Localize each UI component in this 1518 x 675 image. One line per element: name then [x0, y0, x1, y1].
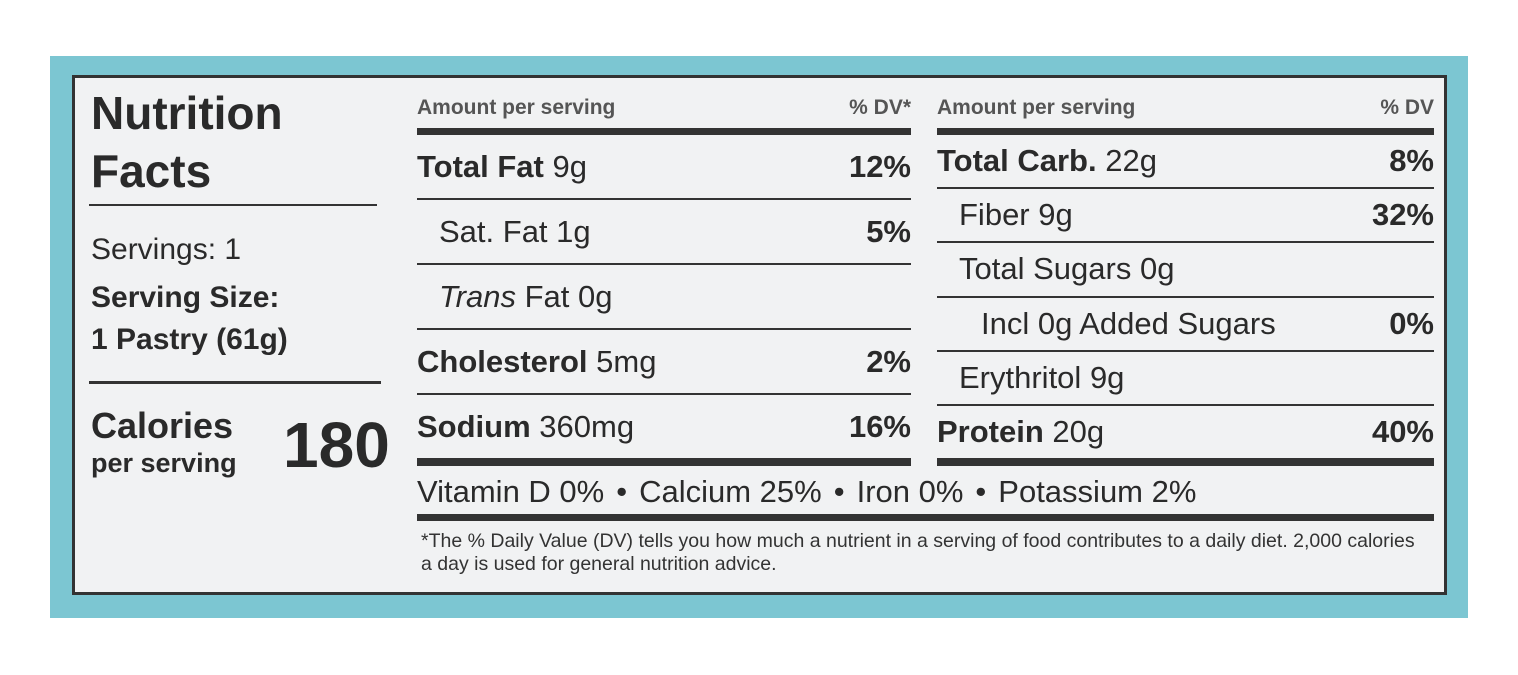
nutrient: Fiber 9g [937, 197, 1073, 233]
nutrient: Total Carb. 22g [937, 143, 1157, 179]
serving-size: 1 Pastry (61g) [91, 323, 288, 356]
nutrient: Total Sugars 0g [937, 251, 1174, 287]
daily-value: 16% [848, 408, 911, 444]
nutrient-name: Protein [937, 413, 1044, 449]
header-dv: % DV [1380, 96, 1434, 119]
nutrition-label: Nutrition Facts Servings: 1 Serving Size… [72, 75, 1447, 595]
separator: • [975, 474, 987, 509]
nutrient-name: Sodium [417, 408, 531, 444]
nutrient-name: Incl 0g Added Sugars [981, 305, 1276, 341]
nutrient-row: Incl 0g Added Sugars 0% [937, 298, 1434, 352]
daily-value: 12% [848, 148, 911, 184]
nutrient-amount: 1g [556, 213, 591, 249]
nutrient: Erythritol 9g [937, 360, 1124, 396]
nutrient-row: Trans Fat 0g [417, 265, 911, 330]
nutrient: Sodium 360mg [417, 409, 634, 445]
daily-value: 2% [866, 343, 911, 379]
nutrient-row: Erythritol 9g [937, 352, 1434, 406]
nutrient-amount: 0g [1139, 251, 1175, 287]
nutrient-name: Total Carb. [937, 143, 1097, 179]
nutrient-row: Cholesterol 5mg 2% [417, 330, 911, 395]
separator: • [833, 474, 845, 509]
vitamins: Vitamin D 0% • Calcium 25% • Iron 0% • Potassi… [417, 474, 1434, 521]
vitamin: Vitamin D 0% [417, 474, 605, 509]
daily-value: 0% [1389, 305, 1434, 341]
vitamin: Calcium 25% [639, 474, 822, 509]
nutrient-row: Sodium 360mg 16% [417, 395, 911, 466]
nutrient-name: Trans [439, 278, 516, 314]
right-table: Amount per serving % DV Total Carb. 22g 8% F… [937, 88, 1434, 467]
nutrient-row: Sat. Fat 1g 5% [417, 200, 911, 265]
nutrient-amount: 9g [552, 148, 587, 184]
footnote: *The % Daily Value (DV) tells you how mu… [421, 530, 1415, 575]
nutrient-row: Total Sugars 0g [937, 243, 1434, 298]
header-dv: % DV* [849, 96, 911, 119]
nutrient-name: Total Fat [417, 148, 544, 184]
title: Facts [91, 145, 212, 197]
nutrient: Protein 20g [937, 414, 1104, 450]
vitamin: Potassium 2% [998, 474, 1197, 509]
left-table: Amount per serving % DV* Total Fat 9g 12% Sa… [417, 88, 911, 466]
nutrient: Trans Fat 0g [417, 279, 612, 315]
nutrient-name: Erythritol [959, 359, 1082, 395]
nutrient-row: Fiber 9g 32% [937, 189, 1434, 244]
nutrient: Total Fat 9g [417, 149, 587, 185]
divider [89, 204, 377, 206]
serving-size-label: Serving Size: [91, 281, 280, 314]
nutrient-amount: Fat 0g [524, 278, 613, 314]
nutrient-amount: 360mg [539, 408, 635, 444]
nutrient-amount: 5mg [596, 343, 657, 379]
separator: • [616, 474, 628, 509]
daily-value: 5% [866, 213, 911, 249]
nutrient-amount: 9g [1089, 359, 1125, 395]
divider [89, 381, 381, 384]
header-amount: Amount per serving [417, 96, 616, 119]
nutrient-row: Total Carb. 22g 8% [937, 135, 1434, 190]
header-amount: Amount per serving [937, 96, 1136, 119]
nutrient-amount: 9g [1038, 197, 1073, 233]
nutrient-row: Protein 20g 40% [937, 406, 1434, 467]
title: Nutrition [91, 87, 283, 139]
daily-value: 32% [1371, 197, 1434, 233]
nutrient-name: Sat. Fat [439, 213, 548, 249]
calories-value: 180 [283, 409, 390, 481]
daily-value: 8% [1389, 143, 1434, 179]
nutrient: Sat. Fat 1g [417, 214, 591, 250]
vitamin: Iron 0% [856, 474, 964, 509]
table-header: Amount per serving % DV* [417, 88, 911, 135]
nutrient-name: Total Sugars [959, 251, 1132, 287]
calories-sub: per serving [91, 448, 237, 478]
nutrient: Incl 0g Added Sugars [937, 306, 1276, 342]
daily-value: 40% [1371, 413, 1434, 449]
nutrient-amount: 22g [1105, 143, 1157, 179]
calories-label: Calories [91, 405, 234, 446]
nutrient: Cholesterol 5mg [417, 344, 656, 380]
nutrient-name: Fiber [959, 197, 1030, 233]
nutrient-row: Total Fat 9g 12% [417, 135, 911, 200]
nutrient-name: Cholesterol [417, 343, 588, 379]
table-header: Amount per serving % DV [937, 88, 1434, 135]
servings: Servings: 1 [91, 233, 242, 266]
nutrient-amount: 20g [1052, 413, 1105, 449]
